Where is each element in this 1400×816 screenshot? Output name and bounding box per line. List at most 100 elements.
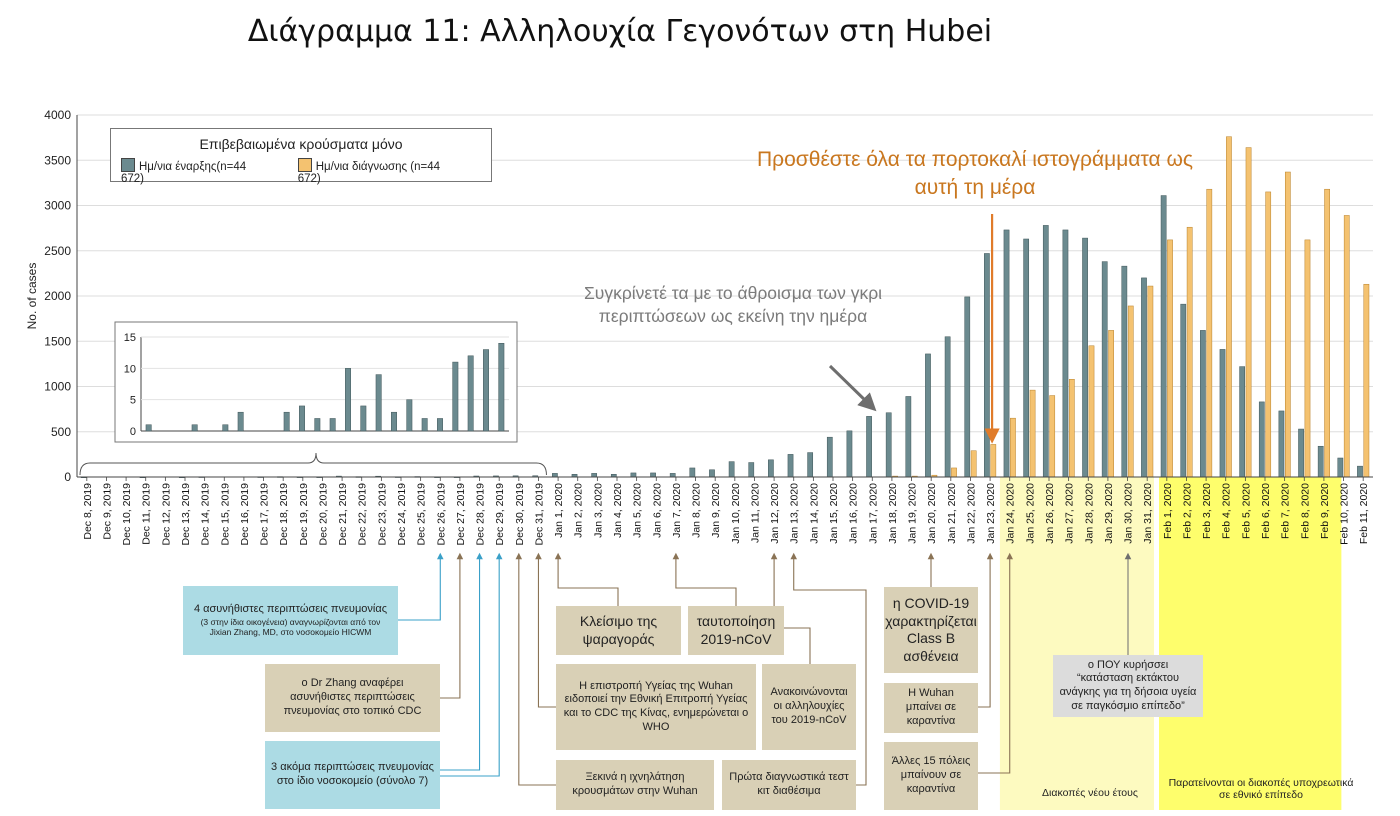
x-tick-label: Feb 8, 2020	[1299, 483, 1311, 539]
bar-diagnosis	[1127, 305, 1134, 478]
x-tick-label: Dec 15, 2019	[219, 483, 231, 546]
x-tick-label: Jan 11, 2020	[749, 483, 761, 543]
bar-onset	[1121, 265, 1128, 478]
grey-annotation: Συγκρίνετέ τα με το άθροισμα των γκρι πε…	[583, 283, 883, 326]
bar-diagnosis	[1343, 215, 1350, 478]
inset-bar	[452, 361, 459, 432]
bar-onset	[591, 473, 598, 478]
x-tick-label: Jan 12, 2020	[769, 483, 781, 544]
connector-sequences	[770, 552, 811, 664]
x-tick-label: Dec 22, 2019	[357, 483, 369, 546]
connector-wuhan-quarantine	[978, 552, 994, 708]
bar-diagnosis	[1284, 171, 1291, 478]
x-tick-label: Feb 10, 2020	[1339, 483, 1351, 545]
legend: Επιβεβαιωμένα κρούσματα μόνο Ημ/νια έναρ…	[110, 128, 492, 185]
x-tick-label: Jan 7, 2020	[671, 483, 683, 538]
bar-diagnosis	[990, 444, 997, 478]
bar-diagnosis	[1108, 330, 1114, 478]
x-tick-label: Jan 6, 2020	[651, 483, 663, 538]
legend-label-diagnosis: Ημ/νια διάγνωσης (n=44 672)	[297, 161, 441, 185]
x-tick-label: Jan 22, 2020	[965, 483, 977, 544]
bar-diagnosis	[1245, 147, 1252, 478]
y-axis-label: No. of cases	[25, 263, 39, 330]
inset-bar	[375, 374, 382, 432]
inset-y-tick-label: 10	[124, 363, 136, 375]
x-tick-label: Jan 18, 2020	[887, 483, 899, 544]
x-tick-label: Jan 21, 2020	[946, 483, 958, 544]
bar-onset	[1141, 277, 1147, 478]
x-tick-label: Dec 26, 2019	[435, 483, 447, 546]
inset-bar	[237, 411, 244, 432]
x-tick-label: Dec 23, 2019	[376, 483, 388, 546]
bar-onset	[748, 462, 755, 478]
x-tick-label: Jan 9, 2020	[710, 483, 722, 538]
y-tick-label: 3000	[44, 199, 71, 213]
bar-diagnosis	[1167, 239, 1173, 478]
bar-diagnosis	[1068, 379, 1075, 478]
x-tick-label: Feb 4, 2020	[1221, 483, 1233, 539]
bar-onset	[1200, 330, 1206, 478]
bar-diagnosis	[1010, 417, 1016, 478]
inset-bar	[329, 418, 336, 432]
x-tick-label: Dec 11, 2019	[141, 483, 153, 545]
inset-bar	[314, 418, 321, 432]
x-tick-label: Dec 30, 2019	[514, 483, 526, 546]
inset-bar	[437, 418, 443, 432]
x-tick-label: Jan 30, 2020	[1123, 483, 1135, 544]
inset-bar	[360, 405, 367, 432]
connector-3-more	[440, 552, 483, 771]
x-tick-label: Dec 9, 2019	[101, 483, 113, 540]
bar-onset	[807, 452, 814, 478]
grey-arrow	[828, 364, 877, 412]
bar-diagnosis	[1049, 395, 1056, 478]
event-box-tracing: Ξεκινά η ιχνηλάτηση κρουσμάτων στην Wuha…	[556, 760, 714, 810]
inset-bar	[222, 424, 229, 432]
x-tick-label: Jan 16, 2020	[848, 483, 860, 544]
inset-bar	[498, 343, 505, 432]
event-box-15-cities: Άλλες 15 πόλεις μπαίνουν σε καραντίνα	[884, 742, 978, 810]
bar-diagnosis	[970, 450, 977, 478]
bar-onset	[650, 472, 656, 478]
event-box-test-kits: Πρώτα διαγνωστικά τεστ κιτ διαθέσιμα	[722, 760, 856, 810]
inset-bar	[467, 355, 474, 432]
x-tick-label: Feb 2, 2020	[1181, 483, 1193, 539]
connector-wuhan-notifies	[535, 552, 556, 708]
bar-diagnosis	[1029, 389, 1036, 478]
x-tick-label: Jan 29, 2020	[1103, 483, 1115, 544]
event-box-who-emergency: ο ΠΟΥ κυρήσσει “κατάσταση εκτάκτου ανάγκ…	[1053, 655, 1203, 717]
bar-diagnosis	[1147, 285, 1154, 478]
x-tick-label: Jan 25, 2020	[1024, 483, 1036, 544]
bar-onset	[826, 436, 833, 478]
bar-onset	[1278, 410, 1285, 478]
x-tick-label: Dec 12, 2019	[160, 483, 172, 546]
x-tick-label: Dec 14, 2019	[200, 483, 212, 546]
bar-onset	[866, 416, 872, 478]
connector-3-more-b	[440, 552, 503, 777]
bar-onset	[787, 454, 794, 478]
x-tick-label: Dec 16, 2019	[239, 483, 251, 546]
event-text-4-cases: 4 ασυνήθιστες περιπτώσεις πνευμονίας	[193, 603, 388, 615]
y-tick-label: 4000	[44, 108, 71, 122]
bar-onset	[1219, 349, 1226, 478]
x-tick-label: Dec 25, 2019	[416, 483, 428, 546]
bar-onset	[1357, 465, 1363, 478]
x-tick-label: Dec 10, 2019	[121, 483, 133, 546]
bar-diagnosis	[1363, 283, 1370, 478]
bar-onset	[1298, 428, 1304, 478]
inset-bar	[391, 411, 397, 432]
event-box-identification: ταυτοποίηση 2019-nCoV	[688, 606, 784, 655]
bar-onset	[885, 412, 892, 478]
bar-onset	[1239, 366, 1246, 478]
inset-y-tick-label: 5	[130, 395, 136, 407]
bar-diagnosis	[1324, 188, 1330, 478]
x-tick-label: Dec 31, 2019	[533, 483, 545, 546]
y-tick-label: 1000	[44, 380, 71, 394]
y-tick-label: 2500	[44, 244, 71, 258]
x-tick-label: Feb 5, 2020	[1240, 483, 1252, 539]
bar-onset	[944, 336, 951, 478]
connector-market	[554, 552, 619, 606]
bar-onset	[1042, 225, 1049, 478]
x-tick-label: Dec 27, 2019	[455, 483, 467, 546]
bar-onset	[1337, 457, 1344, 478]
